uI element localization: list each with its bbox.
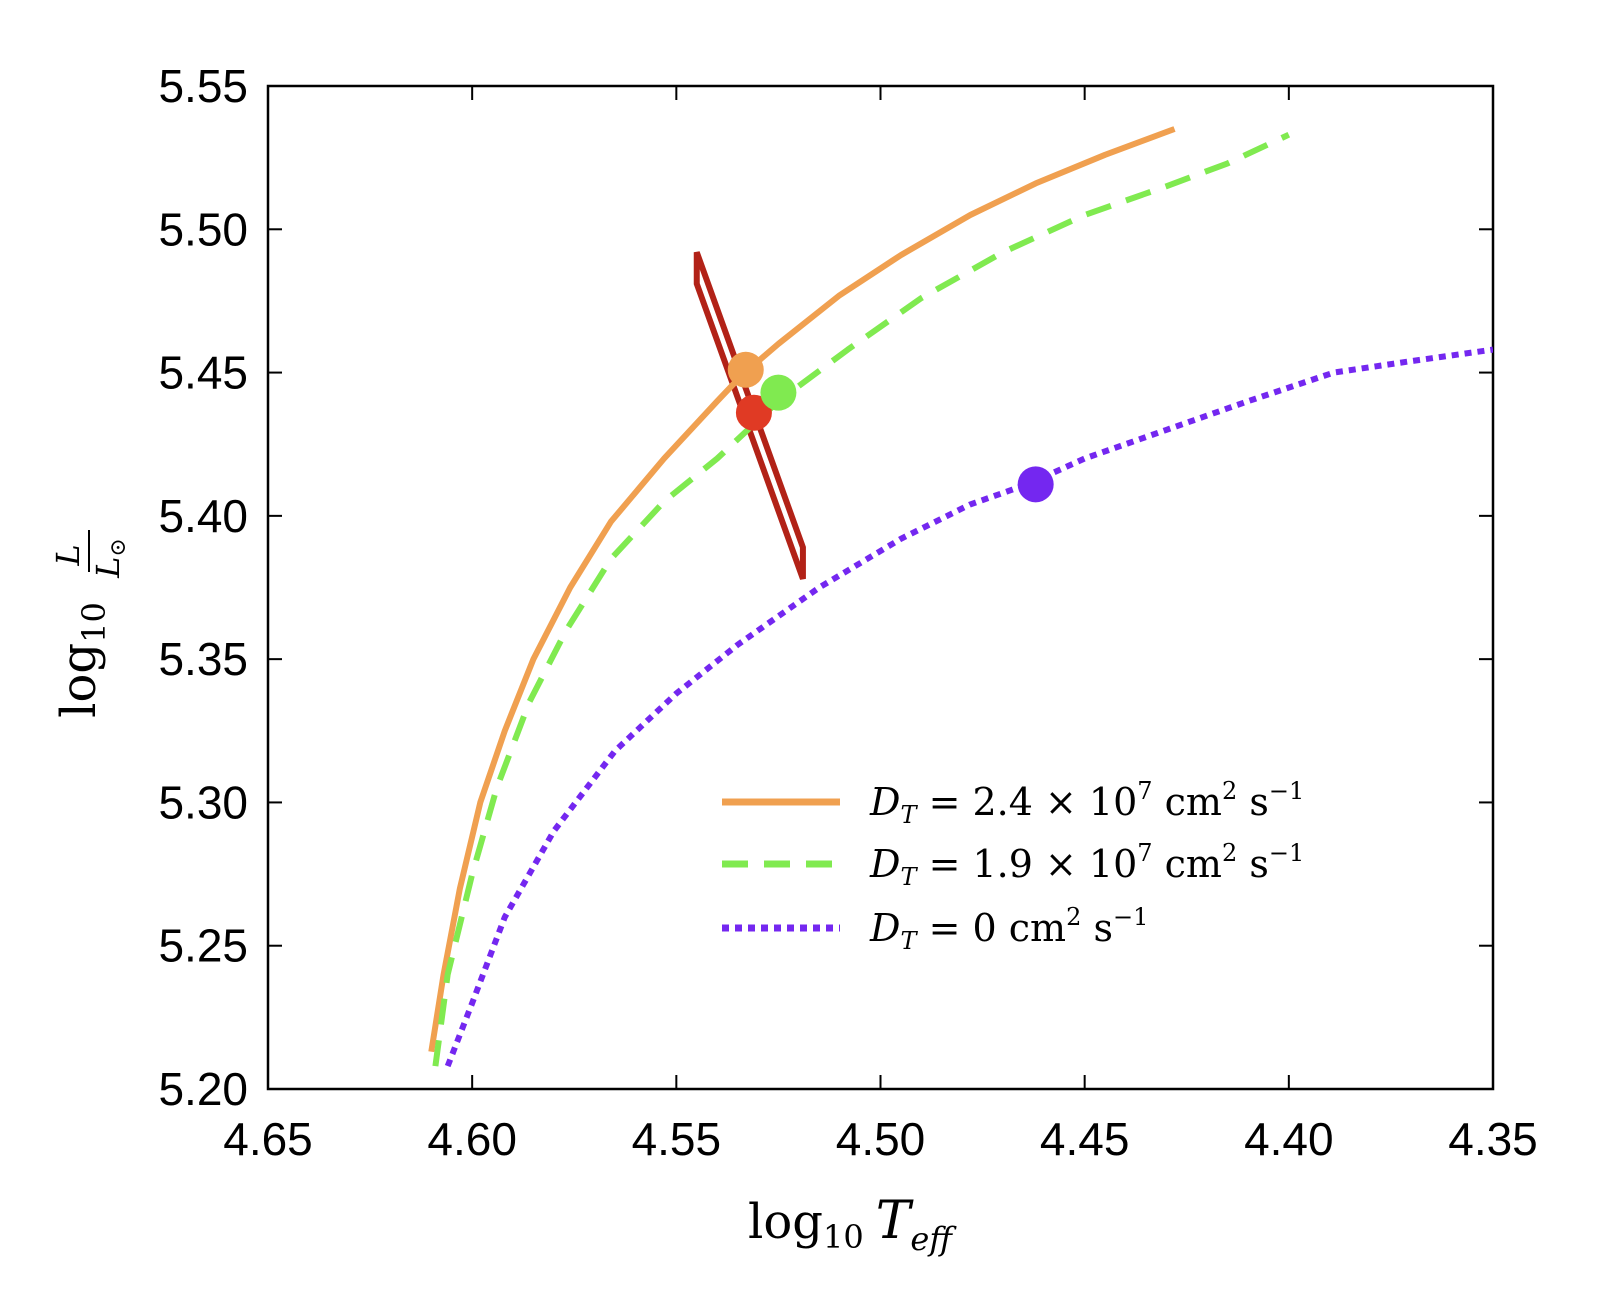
x-tick-label-1: 4.60 xyxy=(427,1113,517,1165)
y-tick-label-6: 5.50 xyxy=(158,203,248,255)
marker-observation xyxy=(735,394,772,431)
legend: DT = 2.4 × 107 cm2 s−1 DT = 1.9 × 107 cm… xyxy=(722,777,1304,955)
x-tick-label-6: 4.35 xyxy=(1448,1113,1538,1165)
series-line-purple xyxy=(444,346,1493,1068)
axis-ticks xyxy=(267,85,1494,1090)
marker-green xyxy=(760,374,797,411)
marker-purple xyxy=(1017,466,1054,503)
y-axis-label: log10 L L⊙ xyxy=(49,530,131,718)
marker-layer xyxy=(727,351,1054,503)
x-tick-label-2: 4.55 xyxy=(632,1113,722,1165)
y-label-numerator: L xyxy=(49,544,87,566)
x-tick-label-5: 4.40 xyxy=(1244,1113,1334,1165)
observation-error-box xyxy=(693,251,806,580)
svg-text:L⊙: L⊙ xyxy=(89,538,131,579)
x-tick-label-4: 4.45 xyxy=(1040,1113,1130,1165)
x-tick-label-0: 4.65 xyxy=(223,1113,313,1165)
x-tick-label-3: 4.50 xyxy=(836,1113,926,1165)
y-tick-label-4: 5.40 xyxy=(158,490,248,542)
marker-orange xyxy=(727,351,764,388)
y-tick-label-3: 5.35 xyxy=(158,633,248,685)
series-line-green xyxy=(432,131,1291,1067)
y-tick-label-1: 5.25 xyxy=(158,920,248,972)
series-layer xyxy=(428,126,1493,1068)
y-tick-label-0: 5.20 xyxy=(158,1063,248,1115)
y-tick-label-7: 5.55 xyxy=(158,60,248,112)
y-tick-label-2: 5.30 xyxy=(158,776,248,828)
tick-labels: 4.65 4.60 4.55 4.50 4.45 4.40 4.35 5.20 5.25 5.30… xyxy=(158,60,1537,1165)
y-tick-label-5: 5.45 xyxy=(158,347,248,399)
legend-label-1: DT = 1.9 × 107 cm2 s−1 xyxy=(869,839,1304,891)
svg-text:log10: log10 xyxy=(51,602,113,718)
legend-label-2: DT = 0 cm2 s−1 xyxy=(869,903,1148,955)
series-line-orange xyxy=(428,126,1176,1053)
x-axis-label: log10 Teff xyxy=(748,1191,957,1258)
legend-label-0: DT = 2.4 × 107 cm2 s−1 xyxy=(869,777,1304,829)
